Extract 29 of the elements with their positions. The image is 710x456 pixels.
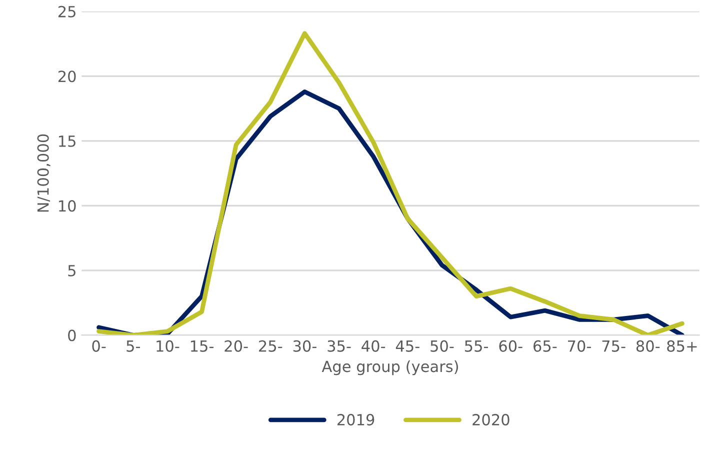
x-tick-label: 75- bbox=[602, 340, 626, 352]
legend-label: 2020 bbox=[472, 414, 510, 426]
x-axis-title: Age group (years) bbox=[322, 360, 458, 376]
x-tick-label: 50- bbox=[430, 340, 454, 352]
x-tick-label: 80- bbox=[636, 340, 660, 352]
x-tick-label: 60- bbox=[499, 340, 522, 352]
x-tick-label: 55- bbox=[464, 340, 488, 352]
x-tick-label: 70- bbox=[568, 340, 591, 352]
y-tick-label: 5 bbox=[68, 265, 76, 276]
y-tick-label: 25 bbox=[58, 6, 76, 18]
x-tick-label: 25- bbox=[259, 340, 282, 352]
x-tick-label: 45- bbox=[396, 340, 420, 352]
x-tick-label: 10- bbox=[156, 340, 180, 352]
x-tick-label: 0- bbox=[92, 340, 106, 352]
legend-label: 2019 bbox=[337, 414, 374, 426]
y-axis-title: N/100,000 bbox=[37, 134, 50, 212]
y-tick-label: 15 bbox=[59, 136, 76, 147]
x-tick-label: 30- bbox=[293, 340, 316, 352]
y-tick-label: 10 bbox=[59, 200, 76, 212]
x-tick-label: 85+ bbox=[667, 340, 697, 352]
x-tick-label: 65- bbox=[534, 340, 557, 352]
x-tick-label: 35- bbox=[328, 340, 351, 352]
x-tick-label: 15- bbox=[190, 340, 214, 352]
y-tick-label: 20 bbox=[58, 70, 76, 82]
x-tick-label: 5- bbox=[126, 340, 140, 352]
line-series bbox=[96, 31, 684, 336]
x-tick-label: 40- bbox=[362, 340, 386, 352]
y-tick-label: 0 bbox=[68, 330, 76, 342]
x-tick-label: 20- bbox=[224, 340, 248, 352]
